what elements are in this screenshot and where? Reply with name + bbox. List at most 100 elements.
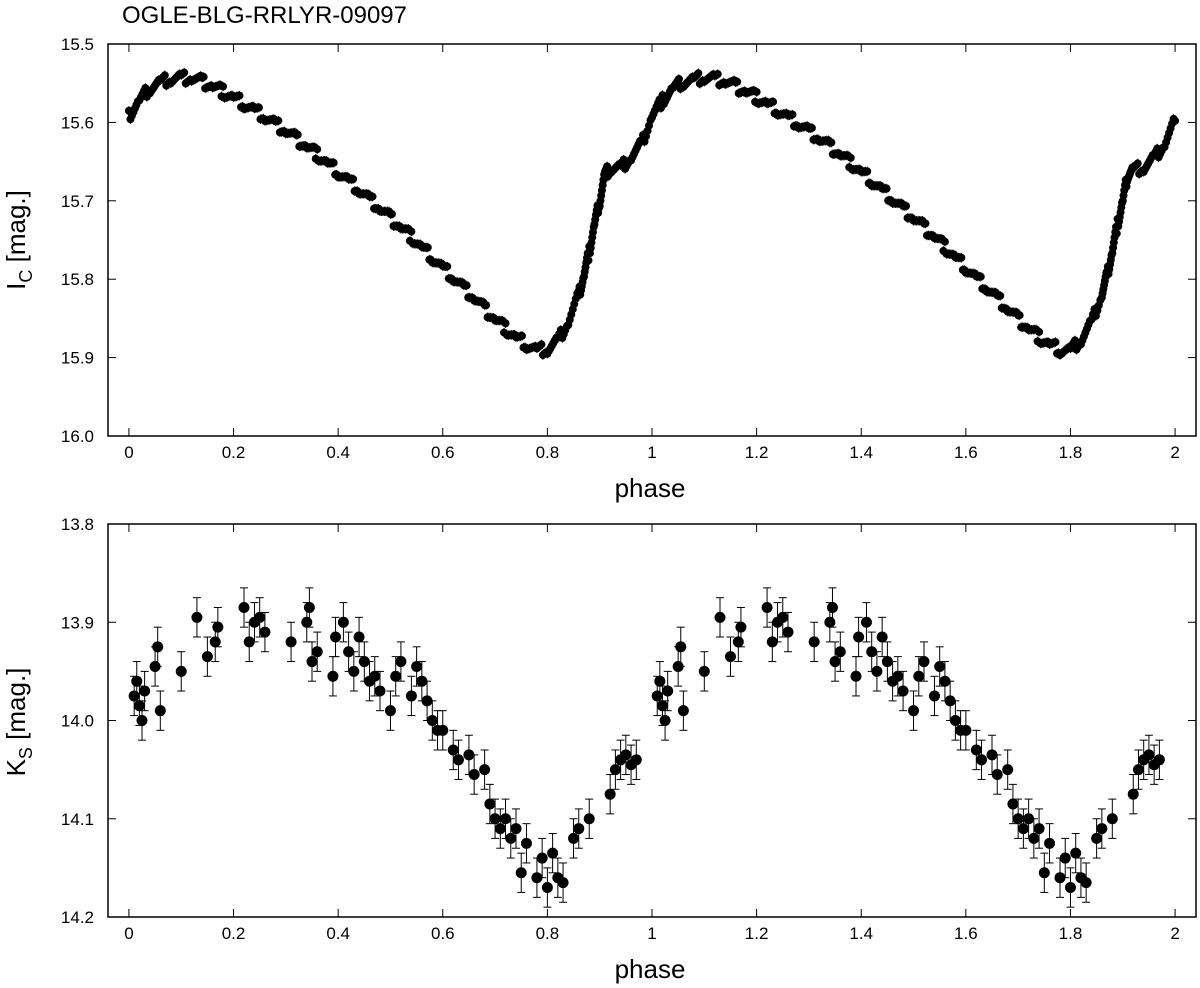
ks-y-tick-label: 13.8 — [61, 515, 94, 534]
ic-data-point — [921, 219, 930, 228]
ks-data-point — [494, 823, 506, 835]
ic-data-point — [863, 167, 872, 176]
ks-data-point — [732, 636, 744, 648]
ks-data-point — [209, 636, 221, 648]
ks-x-tick-label: 0.6 — [431, 924, 455, 943]
ic-x-tick-label: 1.4 — [849, 443, 873, 462]
ks-data-point — [871, 665, 883, 677]
ks-y-tick-label: 13.9 — [61, 613, 94, 632]
ic-x-tick-label: 1.2 — [745, 443, 769, 462]
ks-data-point — [853, 631, 865, 643]
ks-data-point — [374, 685, 386, 697]
ic-data-point — [180, 68, 189, 77]
ic-y-tick-label: 15.9 — [61, 349, 94, 368]
ks-data-point — [411, 660, 423, 672]
ic-axis-ticks: 0 0.2 0.4 0.6 0.8 1 1.2 1.4 1.6 1.8 2 15.5 15.6 15.7 1… — [61, 35, 1196, 462]
ks-data-point — [452, 754, 464, 766]
ks-data-point — [939, 675, 951, 687]
ic-data-point — [769, 97, 778, 106]
ic-x-tick-label: 0.2 — [222, 443, 246, 462]
ks-data-point — [651, 690, 663, 702]
ks-x-tick-label: 0.4 — [326, 924, 350, 943]
ks-data-point — [944, 695, 956, 707]
ic-data-point — [501, 319, 510, 328]
ic-data-point — [219, 82, 228, 91]
ic-data-point — [443, 262, 452, 271]
ks-data-point — [881, 656, 893, 668]
ks-y-tick-label: 14.2 — [61, 908, 94, 927]
ks-x-tick-label: 0.8 — [536, 924, 560, 943]
ks-data-point — [405, 690, 417, 702]
ks-data-point — [573, 823, 585, 835]
ks-data-point — [1023, 813, 1035, 825]
ic-y-tick-label: 15.7 — [61, 192, 94, 211]
ks-y-tick-label: 14.1 — [61, 810, 94, 829]
ic-data-point — [160, 71, 169, 80]
ks-data-point — [970, 744, 982, 756]
ks-data-point — [656, 700, 668, 712]
ks-data-point — [191, 611, 203, 623]
ks-data-point — [1033, 823, 1045, 835]
ks-data-point — [1002, 764, 1014, 776]
ks-data-point — [348, 665, 360, 677]
ks-data-point — [609, 764, 621, 776]
ks-data-point — [991, 769, 1003, 781]
ic-x-tick-label: 0.4 — [326, 443, 350, 462]
ks-data-point — [306, 656, 318, 668]
ks-data-point — [175, 665, 187, 677]
ks-data-point — [620, 749, 632, 761]
ks-x-axis-label: phase — [615, 954, 686, 984]
ks-y-axis-label: KS [mag.] — [1, 668, 36, 777]
ic-data-points — [124, 67, 1180, 360]
ks-data-point — [254, 611, 266, 623]
ks-data-point — [212, 621, 224, 633]
ks-data-point — [777, 611, 789, 623]
ks-data-point — [654, 675, 666, 687]
ic-data-point — [1051, 338, 1060, 347]
ks-y-axis-label-sub: S — [16, 747, 36, 759]
ic-data-point — [996, 291, 1005, 300]
ic-x-tick-label: 0.6 — [431, 443, 455, 462]
ic-data-point — [846, 153, 855, 162]
ks-data-point — [505, 832, 517, 844]
ks-data-point — [1012, 813, 1024, 825]
ic-data-point — [254, 103, 263, 112]
ks-data-point — [1106, 813, 1118, 825]
ks-y-tick-label: 14.0 — [61, 712, 94, 731]
ks-data-point — [426, 715, 438, 726]
ks-x-tick-label: 1.6 — [954, 924, 978, 943]
ic-x-tick-label: 1.6 — [954, 443, 978, 462]
ks-data-point — [515, 867, 527, 879]
ks-data-point — [698, 665, 710, 677]
ks-data-point — [782, 626, 794, 638]
ic-data-point — [313, 145, 322, 154]
ic-y-axis-label-main: I — [1, 283, 31, 290]
ic-data-point — [387, 210, 396, 219]
ks-data-point — [1080, 877, 1092, 889]
ic-data-point — [957, 253, 966, 262]
ks-data-point — [1044, 837, 1056, 849]
ks-data-point — [285, 636, 297, 648]
ks-data-point — [960, 724, 972, 736]
ks-data-point — [510, 823, 522, 835]
ic-y-tick-label: 15.8 — [61, 270, 94, 289]
ks-data-point — [303, 602, 315, 614]
ks-data-point — [908, 705, 920, 717]
ks-data-point — [1059, 852, 1071, 864]
ks-data-point — [343, 646, 355, 658]
ks-data-point — [986, 749, 998, 761]
ks-data-point — [154, 705, 166, 717]
ks-data-point — [384, 705, 396, 717]
ic-data-point — [807, 123, 816, 132]
ks-data-point — [201, 651, 213, 663]
ic-data-point — [694, 69, 703, 78]
ks-data-point — [724, 651, 736, 663]
ks-x-tick-label: 1 — [647, 924, 656, 943]
ks-data-point — [479, 764, 491, 776]
ks-data-point — [1070, 847, 1082, 859]
ks-data-point — [583, 813, 595, 825]
ks-data-point — [949, 715, 961, 726]
ic-data-point — [537, 340, 546, 349]
ks-x-tick-label: 2 — [1170, 924, 1179, 943]
